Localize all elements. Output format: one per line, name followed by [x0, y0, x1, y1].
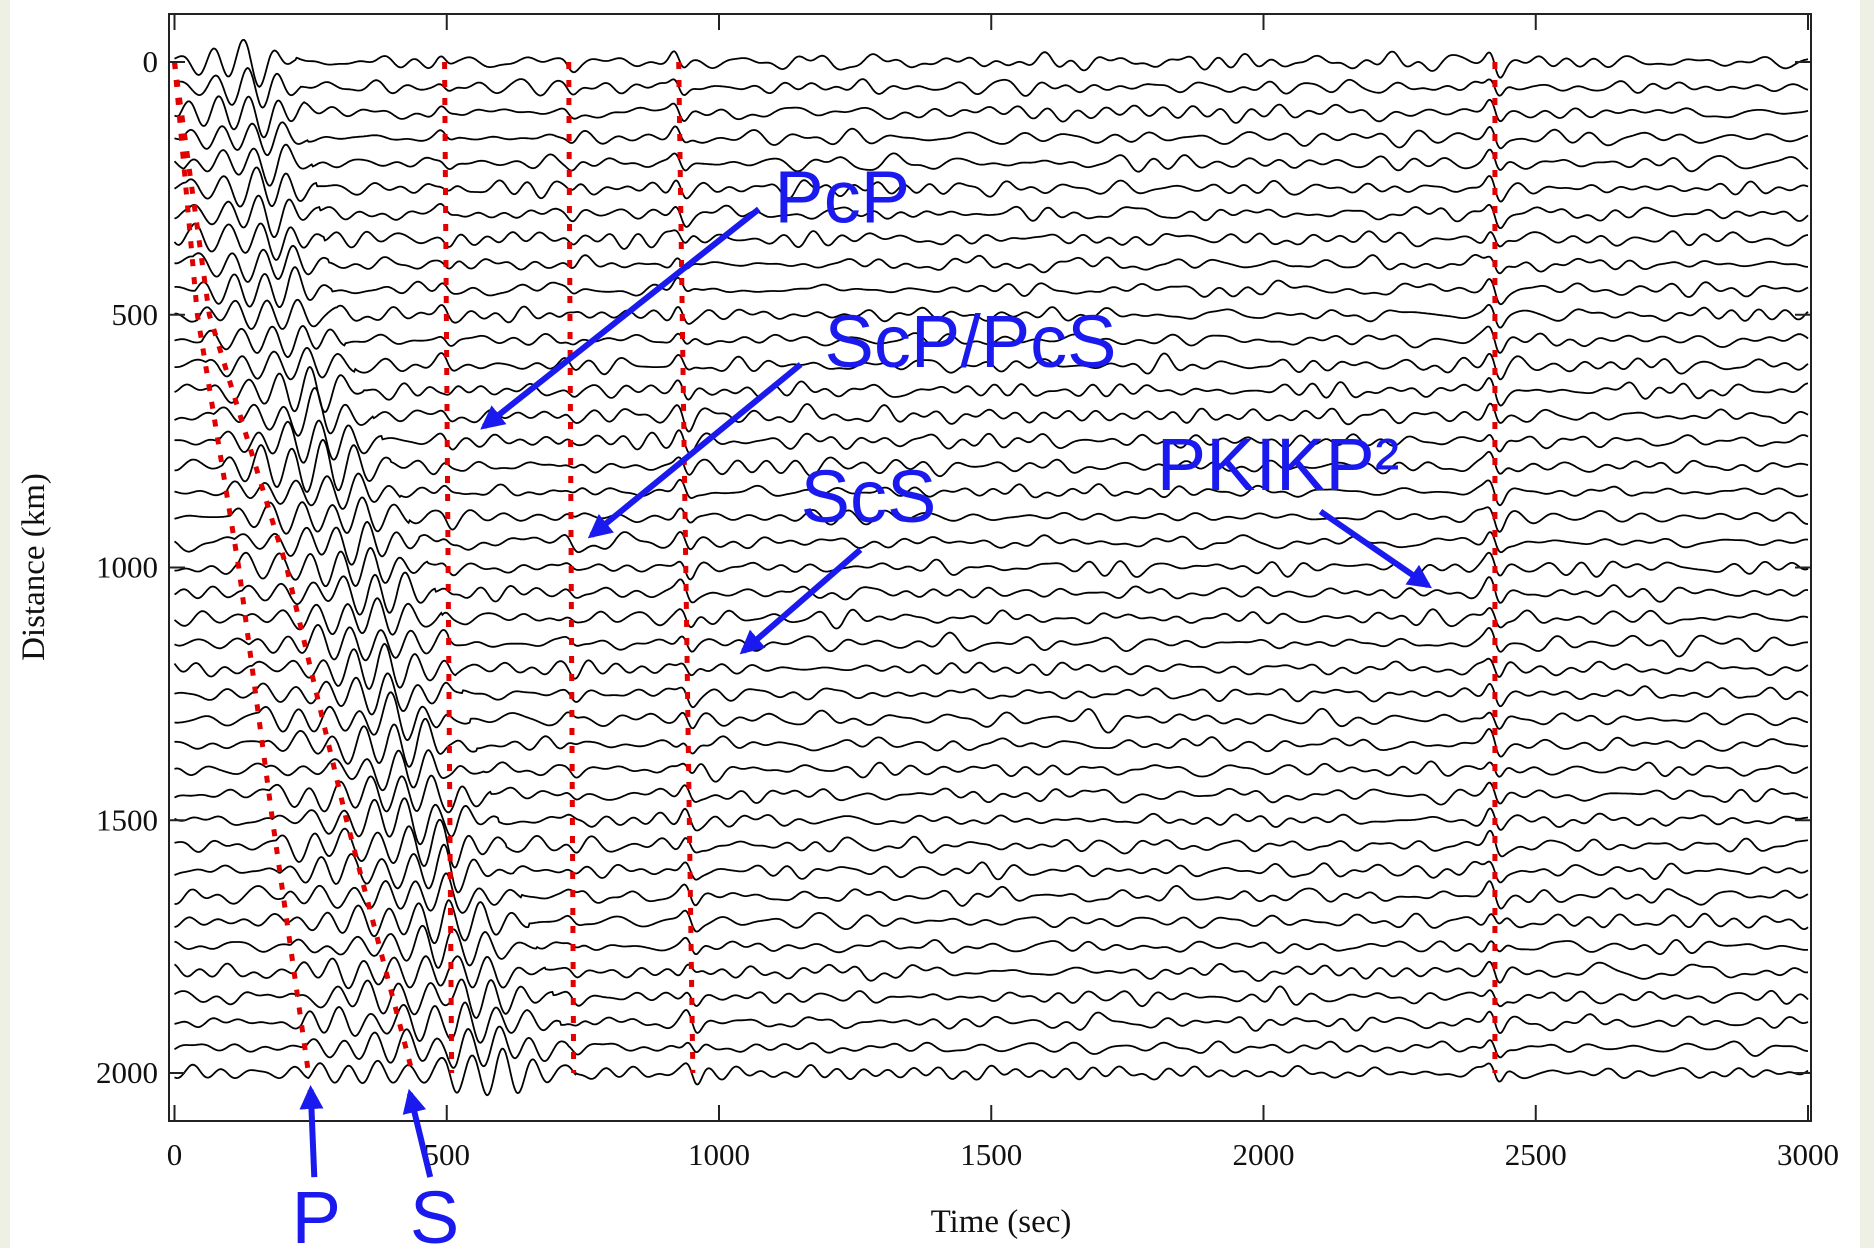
trace: [174, 387, 1809, 437]
trace: [174, 717, 1809, 768]
annotation-arrow: [480, 206, 761, 430]
trace: [173, 143, 1809, 187]
trace: [174, 1025, 1809, 1069]
trace: [174, 924, 1809, 969]
phase-curve: [172, 61, 415, 1074]
x-tick-label: 1000: [688, 1137, 750, 1172]
trace: [174, 872, 1809, 914]
y-tick-label: 1000: [96, 550, 158, 585]
trace: [174, 818, 1809, 869]
trace: [174, 978, 1809, 1019]
annotation: ScS: [801, 455, 937, 538]
annotation: PcP: [774, 155, 910, 238]
trace: [174, 244, 1808, 283]
annotation-arrow: [299, 1085, 324, 1178]
x-tick-label: 3000: [1777, 1137, 1839, 1172]
trace: [174, 774, 1809, 814]
annotation-arrow: [402, 1088, 434, 1178]
y-tick-label: 1500: [96, 802, 158, 837]
trace: [173, 520, 1809, 566]
trace: [174, 67, 1809, 109]
annotation: S: [410, 1176, 459, 1248]
annotation: P: [292, 1176, 341, 1248]
y-tick-label: 500: [112, 297, 159, 332]
y-axis-title: Distance (km): [16, 473, 52, 661]
x-axis-title: Time (sec): [931, 1204, 1072, 1240]
x-tick-label: 2000: [1233, 1137, 1295, 1172]
trace: [174, 843, 1809, 894]
x-tick-label: 500: [424, 1137, 471, 1172]
trace: [174, 346, 1809, 381]
annotation: ScP/PcS: [825, 300, 1117, 383]
trace: [174, 325, 1809, 359]
y-tick-label: 0: [143, 44, 159, 79]
trace: [174, 1047, 1809, 1097]
trace: [174, 298, 1809, 330]
trace: [174, 899, 1809, 945]
x-tick-label: 0: [167, 1137, 183, 1172]
annotation-arrow: [1318, 508, 1432, 589]
phase-curve: [566, 61, 577, 1074]
phase-curve: [172, 61, 311, 1074]
x-tick-label: 2500: [1505, 1137, 1567, 1172]
phase-curve: [676, 61, 696, 1074]
trace: [174, 749, 1809, 792]
trace: [174, 1001, 1809, 1044]
trace-group: [172, 38, 1809, 1097]
trace: [174, 797, 1808, 846]
annotation: PKIKP²: [1157, 423, 1400, 506]
trace: [174, 38, 1809, 88]
trace: [173, 955, 1809, 990]
trace: [173, 597, 1809, 636]
x-tick-label: 1500: [960, 1137, 1022, 1172]
trace: [174, 672, 1809, 716]
annotation-arrow: [587, 362, 803, 539]
trace: [174, 472, 1809, 510]
trace: [174, 366, 1809, 413]
trace: [174, 496, 1808, 535]
y-tick-label: 2000: [96, 1055, 158, 1090]
phase-curve: [442, 61, 455, 1074]
trace: [174, 266, 1809, 308]
trace: [174, 623, 1809, 662]
trace: [174, 95, 1809, 139]
annotation-arrow: [739, 547, 863, 655]
